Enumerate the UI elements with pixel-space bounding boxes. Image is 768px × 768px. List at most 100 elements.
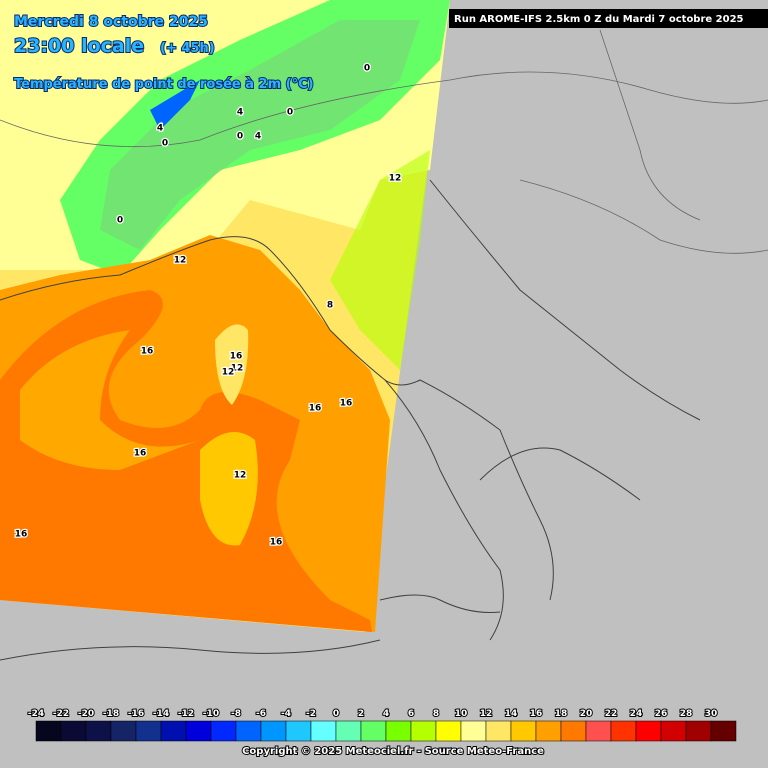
colorbar-tick-label: 2 (358, 709, 364, 719)
border (519, 179, 768, 254)
colorbar-tick-label: -12 (178, 709, 194, 719)
colorbar-segment (285, 720, 312, 742)
contour-label: 0 (364, 64, 370, 74)
colorbar-tick-label: 6 (408, 709, 414, 719)
contour-label: 0 (237, 132, 243, 142)
colorbar-segment (660, 720, 687, 742)
contour-label: 4 (237, 108, 243, 118)
colorbar-tick-label: 8 (433, 709, 439, 719)
colorbar-segment (585, 720, 612, 742)
cold-spot (150, 80, 200, 130)
coastline (479, 447, 641, 501)
colorbar-tick-label: -16 (128, 709, 144, 719)
colorbar-segment (335, 720, 362, 742)
coastline (0, 639, 381, 661)
lead-time: (+ 45h) (160, 41, 215, 56)
contour-label: 0 (287, 108, 293, 118)
colorbar-segment (185, 720, 212, 742)
colorbar-segment (535, 720, 562, 742)
contour-label: 16 (270, 538, 283, 548)
contour-label: 16 (309, 404, 322, 414)
contour-label: 16 (340, 399, 353, 409)
colorbar-segment (510, 720, 537, 742)
date: Mercredi 8 octobre 2025 (14, 14, 208, 30)
colorbar-tick-label: 0 (333, 709, 339, 719)
contour-label: 8 (327, 301, 333, 311)
coastline (379, 594, 501, 613)
colorbar-tick-label: 22 (605, 709, 618, 719)
colorbar-segment (460, 720, 487, 742)
colorbar-segment (210, 720, 237, 742)
colorbar-tick-label: -18 (103, 709, 119, 719)
colorbar-segment (610, 720, 637, 742)
contour-label: 0 (162, 139, 168, 149)
contour-label: 12 (174, 256, 187, 266)
colorbar-segment (685, 720, 712, 742)
colorbar-tick-label: 28 (680, 709, 693, 719)
colorbar-tick-label: 14 (505, 709, 518, 719)
coastline (0, 236, 554, 601)
colorbar-segment (410, 720, 437, 742)
colorbar-segment (560, 720, 587, 742)
colorbar-tick-label: 24 (630, 709, 643, 719)
contour-label: 12 (389, 174, 402, 184)
colorbar-segment (110, 720, 137, 742)
colorbar-tick-label: -8 (231, 709, 241, 719)
colorbar-segment (160, 720, 187, 742)
contour-label: 12 (231, 364, 244, 374)
colorbar-segment (135, 720, 162, 742)
copyright: Copyright © 2025 Meteociel.fr - Source M… (242, 746, 544, 757)
colorbar-segment (485, 720, 512, 742)
colorbar-segment (710, 720, 737, 742)
colorbar-tick-label: -14 (153, 709, 169, 719)
contour-label: 16 (15, 530, 28, 540)
alpine-core (100, 20, 420, 250)
colorbar-tick-label: 10 (455, 709, 468, 719)
contour-label: 12 (222, 368, 235, 378)
colorbar-segment (35, 720, 62, 742)
contour-label: 12 (234, 471, 247, 481)
colorbar-tick-label: -22 (53, 709, 69, 719)
run-box (449, 9, 768, 28)
parameter: Température de point de rosée à 2m (°C) (14, 77, 314, 92)
time: 23:00 locale (14, 35, 144, 57)
corsica (215, 324, 249, 405)
colorbar-segment (310, 720, 337, 742)
colorbar-tick-label: -4 (281, 709, 291, 719)
colorbar-tick-label: 18 (555, 709, 568, 719)
contour-label: 4 (157, 124, 163, 134)
colorbar-segment (435, 720, 462, 742)
colorbar-segment (385, 720, 412, 742)
border (599, 29, 701, 221)
run-info: Run AROME-IFS 2.5km 0 Z du Mardi 7 octob… (454, 14, 744, 25)
east-moist-zone (330, 150, 430, 370)
colorbar-tick-label: 20 (580, 709, 593, 719)
sardinia (200, 432, 258, 546)
colorbar-segment (260, 720, 287, 742)
colorbar-segment (235, 720, 262, 742)
border (0, 71, 768, 148)
colorbar-tick-label: 30 (705, 709, 718, 719)
tongue (20, 330, 200, 470)
colorbar-tick-label: -10 (203, 709, 219, 719)
colorbar-tick-label: -2 (306, 709, 316, 719)
colorbar-segment (85, 720, 112, 742)
colorbar-tick-label: 16 (530, 709, 543, 719)
coastline (429, 179, 701, 421)
colorbar-tick-label: 12 (480, 709, 493, 719)
contour-label: 4 (255, 132, 261, 142)
contour-label: 16 (141, 347, 154, 357)
colorbar: -24 -22 -20 -18 -16 -14 -12 -10 -8 -6 -4 -2 0 2 4 6 8 10 1… (27, 708, 737, 742)
colorbar-segment (635, 720, 662, 742)
colorbar-tick-label: 26 (655, 709, 668, 719)
colorbar-segment (60, 720, 87, 742)
colorbar-tick-label: -20 (78, 709, 94, 719)
contour-label: 0 (117, 216, 123, 226)
colorbar-tick-label: 4 (383, 709, 389, 719)
contour-label: 16 (230, 352, 243, 362)
colorbar-tick-label: -24 (28, 709, 44, 719)
contour-label: 16 (134, 449, 147, 459)
coastline (384, 379, 504, 641)
colorbar-segment (360, 720, 387, 742)
